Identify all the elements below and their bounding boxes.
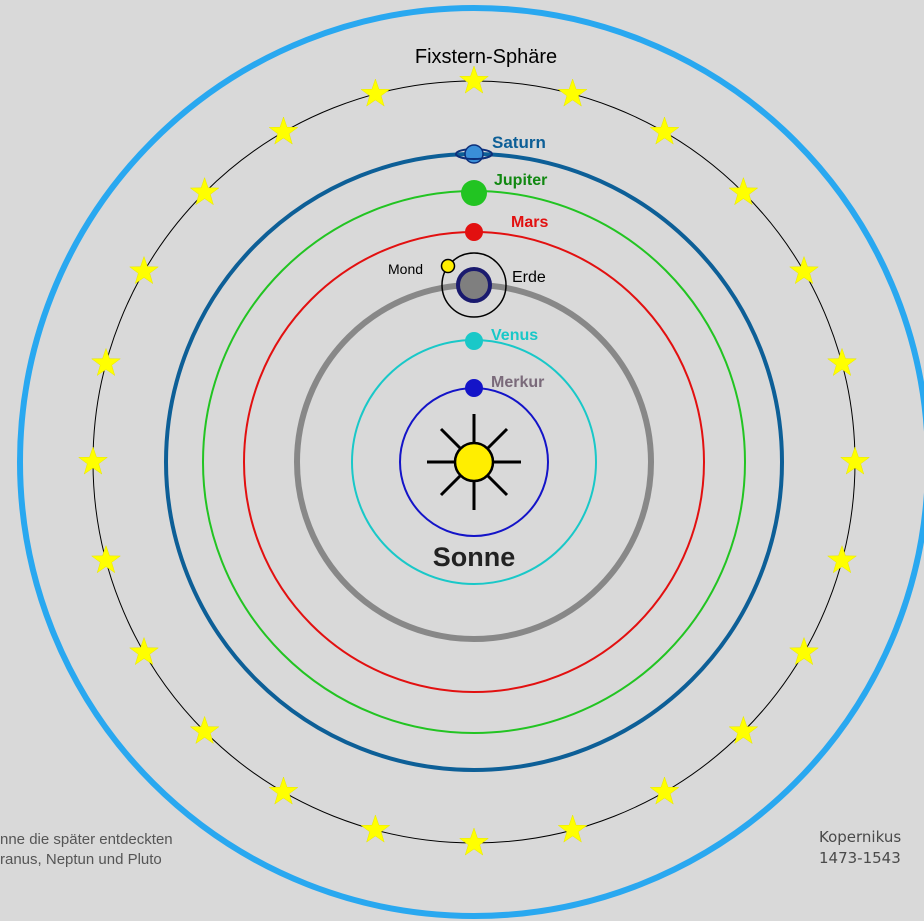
footnote-line-2: ranus, Neptun und Pluto — [0, 851, 162, 868]
moon — [440, 258, 456, 274]
earth-ring — [456, 267, 492, 303]
moon-orbit — [441, 252, 507, 318]
credit: Kopernikus 1473-1543 — [819, 827, 901, 869]
credit-name: Kopernikus — [819, 828, 902, 846]
earth-label: Erde — [512, 269, 546, 286]
footnote: nne die später entdeckten ranus, Neptun … — [0, 830, 173, 870]
footnote-line-1: nne die später entdeckten — [0, 831, 173, 848]
sun-label: Sonne — [433, 542, 516, 572]
sphere-label: Fixstern-Sphäre — [415, 46, 557, 68]
jupiter-label: Jupiter — [494, 172, 547, 189]
jupiter — [461, 180, 487, 206]
sun — [453, 441, 495, 483]
venus-label: Venus — [491, 327, 538, 344]
mercury-label: Merkur — [491, 374, 544, 391]
moon-label: Mond — [388, 261, 423, 277]
credit-years: 1473-1543 — [819, 849, 901, 867]
saturn-icon — [455, 144, 493, 164]
mercury — [465, 379, 483, 397]
saturn-label: Saturn — [492, 133, 546, 152]
venus — [465, 332, 483, 350]
mars — [465, 223, 483, 241]
mars-label: Mars — [511, 214, 548, 231]
